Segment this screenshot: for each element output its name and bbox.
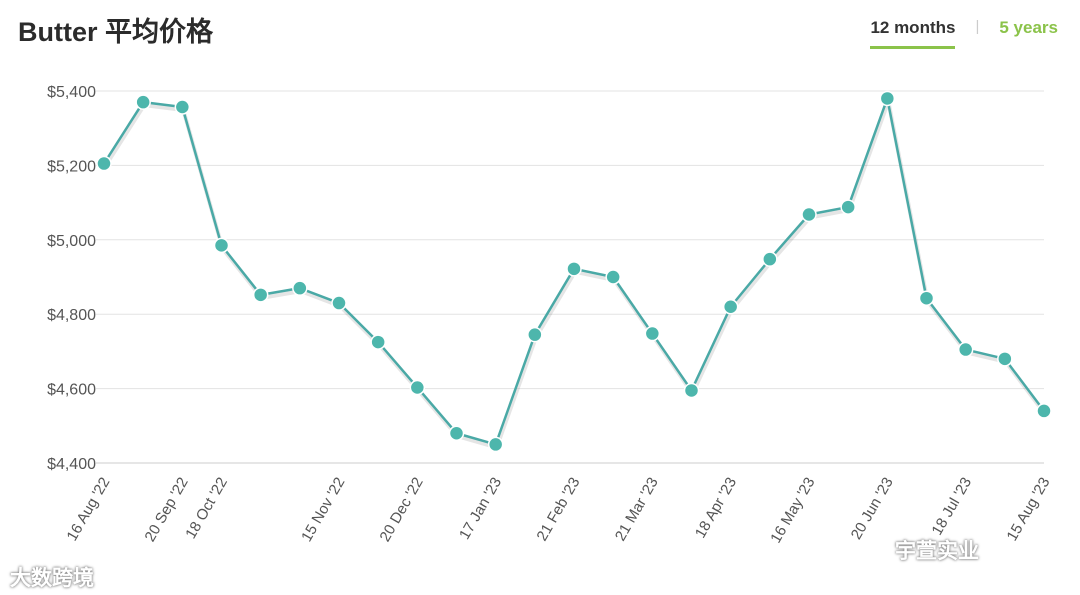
watermark-left: 大数跨境: [10, 567, 94, 590]
data-point[interactable]: [370, 334, 386, 350]
y-tick-label: $5,400: [47, 84, 96, 101]
y-tick-label: $4,600: [47, 382, 96, 399]
data-point[interactable]: [252, 287, 269, 303]
data-point[interactable]: [331, 295, 347, 311]
data-point[interactable]: [174, 99, 191, 115]
tab-12-months[interactable]: 12 months: [870, 18, 956, 49]
data-point[interactable]: [605, 269, 621, 285]
y-axis-tick-labels: $4,400 $4,600 $4,800 $5,000 $5,200 $5,400: [47, 84, 96, 473]
time-range-tabs: 12 months | 5 years: [870, 18, 1058, 49]
page-title: Butter 平均价格: [18, 17, 213, 47]
x-tick-label: 17 Jan '23: [456, 474, 505, 542]
data-point[interactable]: [135, 94, 151, 110]
y-tick-label: $4,400: [47, 456, 96, 473]
x-tick-label: 16 May '23: [767, 475, 818, 547]
data-point[interactable]: [997, 351, 1013, 367]
data-point[interactable]: [448, 425, 465, 441]
data-point[interactable]: [292, 280, 308, 296]
y-tick-label: $4,800: [47, 307, 96, 324]
tab-5-years[interactable]: 5 years: [999, 18, 1058, 37]
data-point[interactable]: [722, 299, 739, 315]
x-tick-label: 20 Jun '23: [848, 475, 897, 543]
watermark-right: 宇萱实业: [895, 540, 979, 563]
data-point[interactable]: [566, 261, 582, 277]
data-point[interactable]: [879, 90, 896, 107]
x-tick-label: 18 Jul '23: [929, 475, 976, 539]
data-point[interactable]: [213, 237, 230, 254]
x-tick-label: 15 Aug '23: [1004, 475, 1054, 545]
y-tick-label: $5,200: [47, 158, 96, 175]
tab-separator: |: [975, 18, 980, 35]
x-tick-label: 18 Apr '23: [692, 475, 740, 542]
data-point[interactable]: [487, 436, 504, 453]
x-tick-label: 21 Mar '23: [612, 475, 662, 544]
x-tick-label: 15 Nov '22: [298, 475, 348, 545]
x-tick-label: 21 Feb '23: [534, 475, 584, 544]
data-point[interactable]: [957, 341, 974, 358]
x-tick-label: 16 Aug '22: [64, 475, 114, 545]
data-point[interactable]: [801, 206, 817, 223]
x-tick-label: 20 Dec '22: [376, 475, 426, 545]
data-point[interactable]: [840, 199, 856, 215]
data-points: [96, 90, 1052, 453]
data-point[interactable]: [683, 382, 700, 399]
data-point[interactable]: [409, 379, 426, 396]
data-point[interactable]: [762, 251, 778, 267]
data-point[interactable]: [918, 290, 935, 306]
data-point[interactable]: [1036, 403, 1052, 419]
data-point[interactable]: [527, 326, 543, 343]
data-point[interactable]: [644, 325, 661, 342]
y-tick-label: $5,000: [47, 233, 96, 250]
data-point[interactable]: [96, 155, 112, 172]
